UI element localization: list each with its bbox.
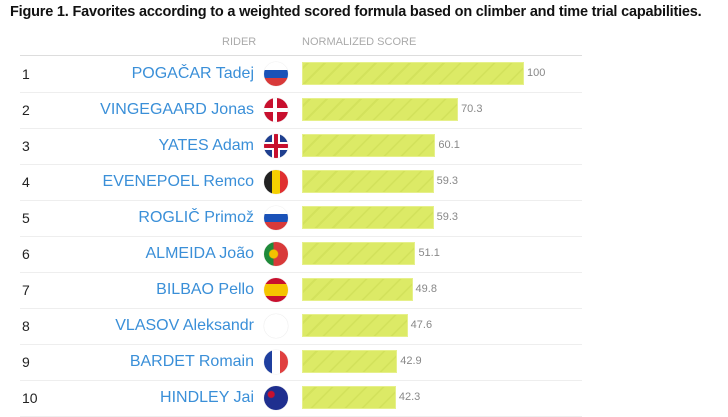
rank: 5 xyxy=(22,210,30,226)
table-row: 4 EVENEPOEL Remco 59.3 xyxy=(20,164,582,201)
score-label: 42.3 xyxy=(398,391,421,403)
slovenia-flag-icon xyxy=(264,62,288,86)
uk-flag-icon xyxy=(264,134,288,158)
score-bar xyxy=(302,98,459,121)
score-label: 59.3 xyxy=(436,211,459,223)
score-label: 60.1 xyxy=(438,139,460,151)
rank: 1 xyxy=(22,66,30,82)
table-row: 1 POGAČAR Tadej 100 xyxy=(20,56,582,93)
rank: 6 xyxy=(22,246,30,262)
france-flag-icon xyxy=(264,350,288,374)
denmark-flag-icon xyxy=(264,98,288,122)
score-bar xyxy=(302,386,396,409)
score-bar xyxy=(302,278,413,301)
table-row: 3 YATES Adam 60.1 xyxy=(20,128,582,165)
table-row: 9 BARDET Romain 42.9 xyxy=(20,344,582,381)
rider-column-header: RIDER xyxy=(222,36,257,48)
score-label: 47.6 xyxy=(410,319,433,331)
score-label: 59.3 xyxy=(436,175,459,187)
score-label: 100 xyxy=(527,67,546,79)
score-label: 49.8 xyxy=(415,283,437,295)
none-flag-icon xyxy=(264,314,288,338)
score-bar xyxy=(302,134,436,157)
rider-name-link[interactable]: ROGLIČ Primož xyxy=(138,209,254,226)
score-bar xyxy=(302,62,524,85)
rider-name-link[interactable]: BILBAO Pello xyxy=(156,281,254,298)
spain-flag-icon xyxy=(264,278,288,302)
score-bar xyxy=(302,170,434,193)
slovenia-flag-icon xyxy=(264,206,288,230)
rank: 9 xyxy=(22,354,30,370)
score-bar xyxy=(302,206,434,229)
score-bar xyxy=(302,314,408,337)
rank: 2 xyxy=(22,102,30,118)
rider-name-link[interactable]: VINGEGAARD Jonas xyxy=(100,101,254,118)
figure-title: Figure 1. Favorites according to a weigh… xyxy=(10,4,702,20)
score-column-header: NORMALIZED SCORE xyxy=(302,36,417,48)
score-label: 42.9 xyxy=(400,355,422,367)
portugal-flag-icon xyxy=(264,242,288,266)
score-label: 51.1 xyxy=(418,247,440,259)
rank: 3 xyxy=(22,138,30,154)
table-row: 2 VINGEGAARD Jonas 70.3 xyxy=(20,92,582,129)
header-divider xyxy=(20,55,582,56)
table-row: 5 ROGLIČ Primož 59.3 xyxy=(20,200,582,237)
rank: 7 xyxy=(22,282,30,298)
rank: 8 xyxy=(22,318,30,334)
rider-name-link[interactable]: POGAČAR Tadej xyxy=(131,65,254,82)
rider-name-link[interactable]: VLASOV Aleksandr xyxy=(115,317,254,334)
australia-flag-icon xyxy=(264,386,288,410)
rider-name-link[interactable]: ALMEIDA João xyxy=(145,245,255,262)
rider-name-link[interactable]: BARDET Romain xyxy=(129,353,254,370)
table-row: 7 BILBAO Pello 49.8 xyxy=(20,272,582,309)
rank: 10 xyxy=(22,390,38,406)
belgium-flag-icon xyxy=(264,170,288,194)
rider-name-link[interactable]: YATES Adam xyxy=(158,137,254,154)
score-bar xyxy=(302,242,416,265)
table-row: 8 VLASOV Aleksandr 47.6 xyxy=(20,308,582,345)
score-bar xyxy=(302,350,398,373)
score-label: 70.3 xyxy=(461,103,483,115)
rider-name-link[interactable]: HINDLEY Jai xyxy=(160,389,254,406)
rank: 4 xyxy=(22,174,30,190)
rider-name-link[interactable]: EVENEPOEL Remco xyxy=(102,173,254,190)
table-row: 6 ALMEIDA João 51.1 xyxy=(20,236,582,273)
table-row: 10 HINDLEY Jai 42.3 xyxy=(20,380,582,417)
